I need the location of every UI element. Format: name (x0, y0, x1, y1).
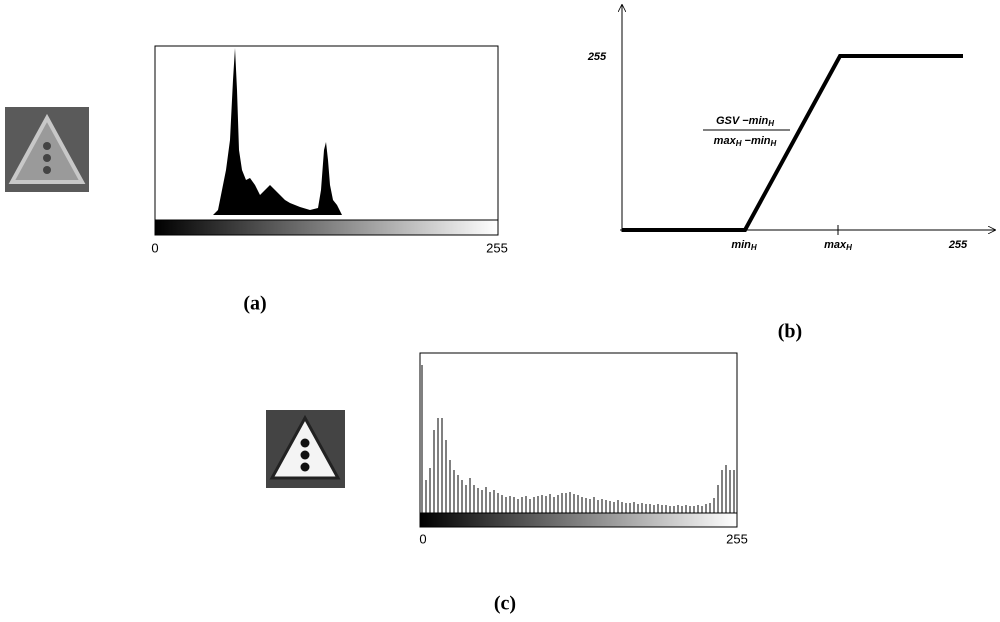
subscript: H (846, 243, 852, 252)
label-text: max (824, 239, 847, 251)
x-label: maxH (824, 239, 852, 252)
scale-min-label: 0 (419, 531, 426, 546)
label-text: 255 (948, 239, 968, 251)
label-text: max (714, 135, 737, 147)
histogram-bars (421, 365, 735, 513)
formula-numerator: GSV −minH (716, 115, 774, 128)
subscript: H (771, 139, 777, 148)
caption: (b) (778, 321, 802, 343)
histogram-shape (213, 48, 342, 215)
scale-max-label: 255 (486, 240, 508, 255)
caption: (c) (494, 593, 516, 615)
mapping-curve (622, 54, 963, 232)
gray-scale-bar (419, 512, 738, 528)
scale-max-label: 255 (726, 531, 748, 546)
scale-min-label: 0 (151, 240, 158, 255)
sign-image-c (266, 410, 345, 488)
y-label: 255 (587, 51, 607, 63)
formula-denominator: maxH −minH (714, 135, 777, 148)
gray-scale-bar (154, 219, 499, 236)
x-label: 255 (948, 239, 968, 251)
subscript: H (736, 139, 742, 148)
sign-image-a (5, 107, 89, 192)
subscript: H (768, 119, 774, 128)
subscript: H (751, 243, 757, 252)
caption: (a) (243, 293, 266, 315)
histogram-frame (419, 352, 738, 514)
label-text: GSV −min (716, 115, 769, 127)
label-text: −min (741, 135, 770, 147)
label-text: min (731, 239, 751, 251)
x-label: minH (731, 239, 757, 252)
